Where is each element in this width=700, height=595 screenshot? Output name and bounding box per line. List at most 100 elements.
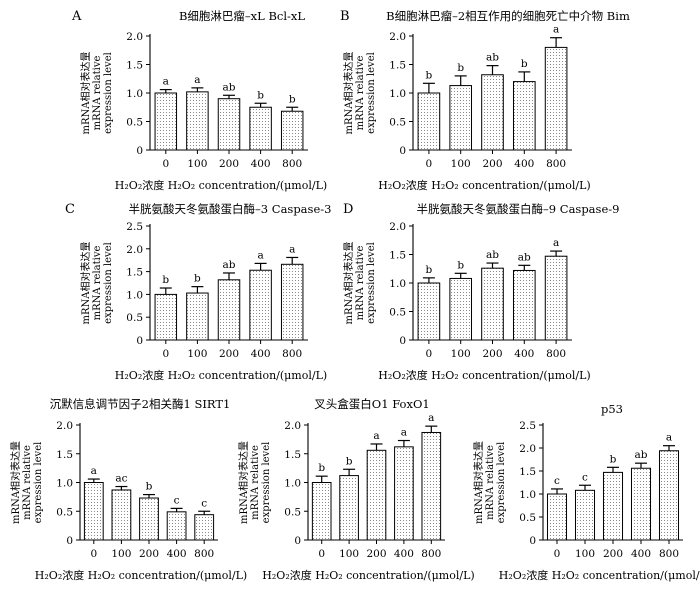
- chart-title: 半胱氨酸天冬氨酸蛋白酶–3 Caspase-3: [129, 202, 332, 216]
- y-tick-label: 0: [294, 535, 301, 547]
- x-tick-label: 100: [575, 548, 595, 560]
- x-tick-label: 100: [339, 548, 359, 560]
- y-tick-label: 1.0: [519, 489, 536, 501]
- y-axis-label-line: mRNA relative: [485, 445, 496, 520]
- x-tick-label: 100: [187, 348, 207, 360]
- chart-panel-3: D 半胱氨酸天冬氨酸蛋白酶–9 Caspase-9 mRNA相对表达量mRNA re…: [342, 202, 619, 382]
- significance-label: a: [257, 249, 263, 261]
- x-tick-label: 100: [187, 158, 207, 170]
- x-tick-label: 200: [139, 548, 159, 560]
- panel-letter: A: [71, 9, 82, 24]
- y-axis-label-line: expression level: [103, 242, 114, 324]
- x-tick-label: 0: [426, 348, 433, 360]
- bar: [449, 85, 473, 151]
- significance-label: b: [426, 69, 433, 81]
- x-tick-label: 0: [554, 548, 561, 560]
- bar: [546, 493, 568, 541]
- x-tick-label: 100: [111, 548, 131, 560]
- y-tick-label: 1.5: [126, 267, 143, 279]
- y-tick-label: 2.0: [284, 420, 301, 432]
- y-tick-label: 0.5: [389, 307, 406, 319]
- significance-label: b: [457, 62, 464, 74]
- y-axis-label-line: mRNA relative: [355, 56, 366, 131]
- x-axis-label: H₂O₂浓度 H₂O₂ concentration/(μmol/L): [115, 368, 327, 382]
- chart-title: 沉默信息调节因子2相关酶1 SIRT1: [50, 397, 231, 411]
- y-axis-label-line: mRNA相对表达量: [342, 242, 355, 325]
- y-tick-label: 1.5: [56, 449, 73, 461]
- significance-label: ab: [518, 251, 531, 263]
- significance-label: b: [146, 481, 153, 493]
- significance-label: a: [553, 24, 559, 36]
- significance-label: b: [426, 264, 433, 276]
- y-tick-label: 1.0: [126, 289, 143, 301]
- y-axis-label-line: mRNA relative: [92, 246, 103, 321]
- x-tick-label: 200: [482, 348, 502, 360]
- significance-label: b: [194, 273, 201, 285]
- panel-letter: B: [340, 9, 350, 24]
- x-tick-label: 0: [162, 348, 169, 360]
- bar: [512, 269, 536, 341]
- y-tick-label: 0.5: [126, 312, 143, 324]
- chart-title: 叉头盒蛋白O1 FoxO1: [314, 397, 429, 411]
- bar: [630, 467, 652, 541]
- y-tick-label: 2.5: [519, 420, 536, 432]
- y-tick-label: 2.0: [389, 31, 406, 43]
- y-axis-label: mRNA相对表达量mRNA relativeexpression level: [237, 441, 272, 524]
- bar: [154, 92, 178, 151]
- x-tick-label: 400: [631, 548, 651, 560]
- panel-letter: D: [343, 202, 353, 217]
- y-tick-label: 1.0: [389, 278, 406, 290]
- chart-panel-2: C 半胱氨酸天冬氨酸蛋白酶–3 Caspase-3 mRNA相对表达量mRNA re…: [65, 202, 331, 382]
- y-tick-label: 1.0: [284, 478, 301, 490]
- significance-label: c: [582, 471, 588, 483]
- x-tick-label: 800: [659, 548, 679, 560]
- significance-label: a: [401, 427, 407, 439]
- y-tick-label: 1.0: [126, 88, 143, 100]
- x-tick-label: 100: [451, 348, 471, 360]
- bar: [154, 293, 178, 341]
- significance-label: a: [428, 412, 434, 424]
- y-tick-label: 1.5: [126, 60, 143, 72]
- significance-label: a: [666, 432, 672, 444]
- y-axis-label: mRNA相对表达量mRNA relativeexpression level: [342, 242, 377, 325]
- bar: [544, 255, 568, 341]
- y-tick-label: 2.0: [126, 31, 143, 43]
- significance-label: b: [521, 58, 528, 70]
- y-tick-label: 1.5: [389, 250, 406, 262]
- y-tick-label: 0: [529, 535, 536, 547]
- y-tick-label: 1.5: [519, 466, 536, 478]
- significance-label: ab: [486, 249, 499, 261]
- x-tick-label: 400: [394, 548, 414, 560]
- bar: [217, 279, 241, 341]
- bar: [280, 263, 304, 341]
- y-tick-label: 0.5: [126, 117, 143, 129]
- bar: [449, 277, 473, 341]
- x-tick-label: 0: [318, 548, 325, 560]
- significance-label: ab: [223, 81, 236, 93]
- significance-label: a: [91, 465, 97, 477]
- significance-label: b: [318, 462, 325, 474]
- y-tick-label: 0: [399, 145, 406, 157]
- y-tick-label: 0: [66, 535, 73, 547]
- y-axis-label-line: mRNA relative: [22, 445, 33, 520]
- significance-label: a: [553, 237, 559, 249]
- chart-title: B细胞淋巴瘤–xL Bcl-xL: [179, 9, 305, 23]
- x-tick-label: 0: [90, 548, 97, 560]
- x-tick-label: 400: [167, 548, 187, 560]
- bar: [186, 91, 209, 151]
- y-tick-label: 2.0: [519, 443, 536, 455]
- significance-label: b: [457, 259, 464, 271]
- bar: [186, 292, 209, 341]
- x-tick-label: 800: [282, 348, 302, 360]
- significance-label: c: [174, 494, 180, 506]
- bar: [512, 81, 536, 151]
- bar: [544, 46, 568, 151]
- x-tick-label: 200: [603, 548, 623, 560]
- significance-label: ab: [486, 52, 499, 64]
- x-axis-label: H₂O₂浓度 H₂O₂ concentration/(μmol/L): [378, 178, 590, 192]
- x-tick-label: 800: [546, 348, 566, 360]
- significance-label: b: [346, 455, 353, 467]
- y-tick-label: 0.5: [519, 512, 536, 524]
- chart-panel-1: B B细胞淋巴瘤–2相互作用的细胞死亡中介物 Bim mRNA相对表达量mRNA r…: [340, 9, 630, 192]
